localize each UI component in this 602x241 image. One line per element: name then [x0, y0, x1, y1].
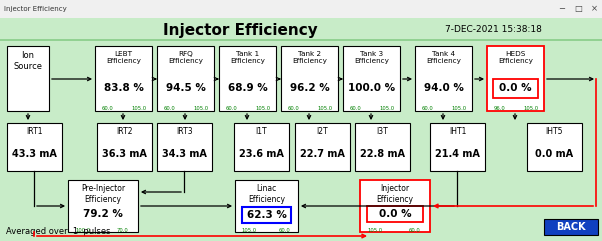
Text: 105.0: 105.0	[380, 107, 395, 111]
Text: 60.0: 60.0	[409, 228, 420, 233]
Text: I1T: I1T	[256, 127, 267, 136]
Text: HEDS
Efficiency: HEDS Efficiency	[498, 51, 533, 64]
Text: I3T: I3T	[377, 127, 388, 136]
Text: 94.0 %: 94.0 %	[424, 83, 464, 93]
Text: 22.7 mA: 22.7 mA	[300, 149, 345, 159]
Text: Tank 2
Efficiency: Tank 2 Efficiency	[292, 51, 327, 64]
Text: IHT5: IHT5	[546, 127, 563, 136]
Bar	[7, 123, 62, 171]
Text: IHT1: IHT1	[449, 127, 466, 136]
Bar	[415, 46, 472, 111]
Text: RFQ
Efficiency: RFQ Efficiency	[168, 51, 203, 64]
Text: 60.0: 60.0	[421, 107, 433, 111]
Text: 60.0: 60.0	[226, 107, 237, 111]
Text: 100.0: 100.0	[76, 228, 91, 233]
Text: 7-DEC-2021 15:38:18: 7-DEC-2021 15:38:18	[445, 26, 542, 34]
Bar	[355, 123, 410, 171]
Text: 60.0: 60.0	[164, 107, 175, 111]
Text: □: □	[574, 5, 582, 13]
Bar	[430, 123, 485, 171]
Text: IRT2: IRT2	[116, 127, 133, 136]
Bar	[242, 207, 291, 223]
Text: Tank 4
Efficiency: Tank 4 Efficiency	[426, 51, 461, 64]
Text: 105.0: 105.0	[318, 107, 333, 111]
Text: BACK: BACK	[556, 222, 586, 232]
Text: 105.0: 105.0	[132, 107, 147, 111]
Bar	[367, 206, 423, 222]
Text: I2T: I2T	[317, 127, 328, 136]
Text: 96.2 %: 96.2 %	[290, 83, 329, 93]
Text: 60.0: 60.0	[350, 107, 361, 111]
Text: 60.0: 60.0	[102, 107, 113, 111]
Bar	[7, 46, 49, 111]
Text: 0.0 mA: 0.0 mA	[535, 149, 574, 159]
Bar	[544, 219, 598, 235]
Bar	[157, 46, 214, 111]
Bar	[68, 180, 138, 232]
Bar	[492, 79, 538, 98]
Bar	[235, 180, 298, 232]
Text: 60.0: 60.0	[288, 107, 299, 111]
Text: Tank 3
Efficiency: Tank 3 Efficiency	[354, 51, 389, 64]
Text: 105.0: 105.0	[368, 228, 383, 233]
Text: Injector
Efficiency: Injector Efficiency	[376, 184, 414, 204]
Text: Tank 1
Efficiency: Tank 1 Efficiency	[230, 51, 265, 64]
Text: 105.0: 105.0	[241, 228, 256, 233]
Bar	[0, 0, 602, 18]
Text: Pre-Injector
Efficiency: Pre-Injector Efficiency	[81, 184, 125, 204]
Text: IRT1: IRT1	[26, 127, 43, 136]
Text: Ion
Source: Ion Source	[13, 51, 43, 71]
Bar	[95, 46, 152, 111]
Text: 60.0: 60.0	[278, 228, 290, 233]
Bar	[360, 180, 430, 232]
Text: Averaged over  1  pulses: Averaged over 1 pulses	[6, 227, 111, 236]
Text: 70.0: 70.0	[117, 228, 128, 233]
Text: 83.8 %: 83.8 %	[104, 83, 143, 93]
Text: 23.6 mA: 23.6 mA	[239, 149, 284, 159]
Text: 0.0 %: 0.0 %	[499, 83, 532, 93]
Bar	[281, 46, 338, 111]
Text: 68.9 %: 68.9 %	[228, 83, 267, 93]
Text: −: −	[559, 5, 565, 13]
Text: 79.2 %: 79.2 %	[83, 209, 123, 219]
Text: 96.0: 96.0	[494, 107, 506, 111]
Text: 105.0: 105.0	[194, 107, 209, 111]
Text: 22.8 mA: 22.8 mA	[360, 149, 405, 159]
Text: 105.0: 105.0	[524, 107, 539, 111]
Text: 43.3 mA: 43.3 mA	[12, 149, 57, 159]
Text: 36.3 mA: 36.3 mA	[102, 149, 147, 159]
Text: Linac
Efficiency: Linac Efficiency	[248, 184, 285, 204]
Bar	[343, 46, 400, 111]
Bar	[487, 46, 544, 111]
Text: 105.0: 105.0	[256, 107, 271, 111]
Text: ×: ×	[591, 5, 598, 13]
Text: 0.0 %: 0.0 %	[379, 209, 411, 219]
Text: Injector Efficiency: Injector Efficiency	[163, 22, 318, 38]
Text: 62.3 %: 62.3 %	[247, 210, 287, 220]
Text: 105.0: 105.0	[452, 107, 467, 111]
Bar	[219, 46, 276, 111]
Bar	[97, 123, 152, 171]
Text: IRT3: IRT3	[176, 127, 193, 136]
Text: LEBT
Efficiency: LEBT Efficiency	[106, 51, 141, 64]
Text: 34.3 mA: 34.3 mA	[162, 149, 207, 159]
Bar	[527, 123, 582, 171]
Bar	[157, 123, 212, 171]
Text: 100.0 %: 100.0 %	[348, 83, 395, 93]
Text: 21.4 mA: 21.4 mA	[435, 149, 480, 159]
Bar	[234, 123, 289, 171]
Text: 94.5 %: 94.5 %	[166, 83, 205, 93]
Text: Injector Efficiency: Injector Efficiency	[4, 6, 67, 12]
Bar	[295, 123, 350, 171]
